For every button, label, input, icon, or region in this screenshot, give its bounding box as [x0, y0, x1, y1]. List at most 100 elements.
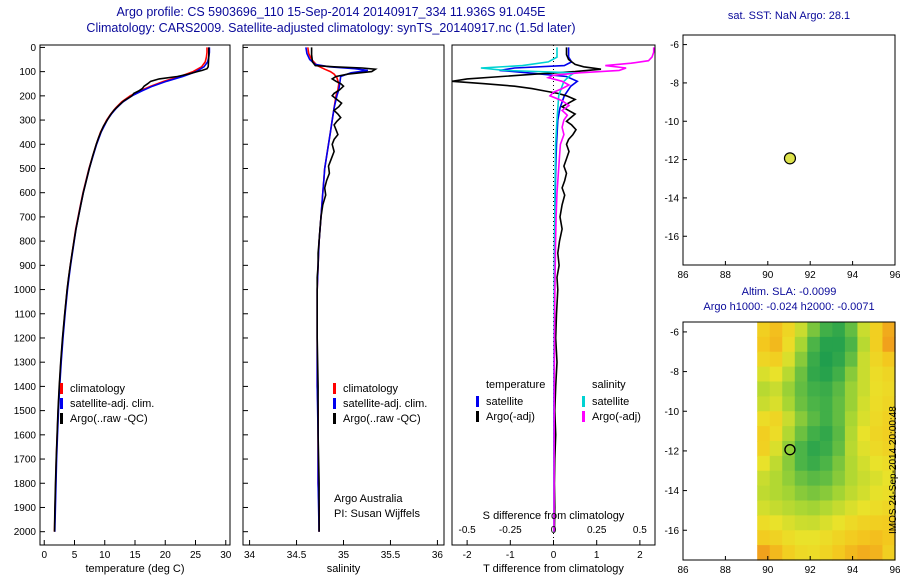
x-tick-label: -2 — [463, 550, 472, 561]
heatmap-cell — [769, 366, 783, 383]
series-S-argo-adj — [545, 47, 655, 532]
x-tick-label: 30 — [220, 550, 232, 561]
heatmap-cell — [757, 426, 771, 442]
argo-diff-line-swatch — [476, 411, 479, 422]
heatmap-cell — [782, 515, 796, 531]
lat-tick-label: -16 — [665, 232, 680, 243]
heatmap-cell — [769, 545, 783, 561]
heatmap-cell — [832, 545, 846, 561]
heatmap-cell — [807, 381, 821, 397]
heatmap-cell — [769, 381, 783, 397]
legend-label: Argo(..raw -QC) — [70, 412, 148, 425]
heatmap-cell — [844, 336, 859, 353]
heatmap-cell — [794, 336, 808, 353]
heatmap-cell — [782, 500, 796, 516]
heatmap-cell — [819, 441, 833, 457]
salinity-panel: 34 34.5 35 35.5 36 salinity — [242, 44, 445, 575]
sla-map-panel: 86 88 90 92 94 96 -6 -8 -10 -12 -14 -16 — [665, 321, 900, 576]
heatmap-cell — [844, 455, 859, 472]
heatmap-cell — [857, 322, 871, 338]
depth-tick-label: 1000 — [14, 285, 37, 296]
heatmap-cell — [819, 530, 833, 546]
heatmap-cell — [782, 336, 796, 353]
heatmap-cell — [882, 336, 896, 353]
lon-tick-label: 86 — [677, 565, 689, 576]
heatmap-cell — [794, 396, 808, 412]
heatmap-cell — [869, 411, 884, 427]
lon-tick-label: 92 — [805, 270, 817, 281]
s-tick-label: 0.25 — [587, 525, 607, 536]
legend-item: satellite — [582, 394, 641, 409]
heatmap-cell — [807, 351, 821, 368]
figure-subtitle: Climatology: CARS2009. Satellite-adjuste… — [86, 21, 576, 35]
heatmap-cell — [757, 366, 771, 383]
heatmap-cell — [782, 351, 796, 368]
legend-header: salinity — [592, 379, 626, 391]
heatmap-cell — [869, 455, 884, 472]
heatmap-cell — [857, 455, 871, 472]
legend-label: satellite — [592, 395, 630, 408]
lat-tick-label: -14 — [665, 486, 680, 497]
x-tick-label: 10 — [99, 550, 111, 561]
heatmap-cell — [794, 411, 808, 427]
heatmap-cell — [782, 470, 796, 487]
heatmap-cell — [857, 426, 871, 442]
heatmap-cell — [869, 426, 884, 442]
sst-map-panel: 86 88 90 92 94 96 -6 -8 -10 -12 -14 -16 — [665, 34, 900, 281]
depth-tick-label: 800 — [19, 237, 36, 248]
series-T-satellite — [499, 47, 579, 532]
heatmap-cell — [832, 426, 846, 442]
heatmap-cell — [819, 500, 833, 516]
heatmap-cell — [882, 426, 896, 442]
satellite-diff-line-swatch — [476, 396, 479, 407]
lat-tick-label: -6 — [670, 40, 679, 51]
heatmap-cell — [757, 455, 771, 472]
x-tick-label: 20 — [160, 550, 172, 561]
plot-box — [39, 44, 231, 546]
heatmap-cell — [869, 485, 884, 502]
lon-tick-label: 94 — [847, 270, 859, 281]
heatmap-cell — [769, 351, 783, 368]
x-tick-label: 1 — [594, 550, 600, 561]
legend-header: temperature — [486, 379, 546, 391]
heatmap-cell — [769, 336, 783, 353]
lon-tick-label: 94 — [847, 565, 859, 576]
lat-tick-label: -8 — [670, 78, 679, 89]
heatmap-cell — [882, 530, 896, 546]
heatmap-cell — [844, 322, 859, 338]
plot-box — [242, 44, 445, 546]
argo-line-swatch — [333, 413, 336, 424]
legend-label: Argo(..raw -QC) — [343, 412, 421, 425]
heatmap-cell — [782, 545, 796, 561]
heatmap-cell — [882, 470, 896, 487]
heatmap-cell — [757, 411, 771, 427]
credit-pi: PI: Susan Wijffels — [334, 508, 420, 520]
heatmap-cell — [757, 441, 771, 457]
heatmap-cell — [757, 515, 771, 531]
heatmap-cell — [819, 322, 833, 338]
heatmap-cell — [807, 500, 821, 516]
series-satellite-adj-clim — [54, 47, 211, 532]
heatmap-cell — [819, 485, 833, 502]
legend-item: Argo(..raw -QC) — [60, 411, 154, 426]
heatmap-cell — [882, 322, 896, 338]
s-tick-label: 0 — [551, 525, 557, 536]
heatmap-cell — [769, 500, 783, 516]
argo-sal-diff-line-swatch — [582, 411, 585, 422]
heatmap-cell — [844, 500, 859, 516]
heatmap-cell — [794, 322, 808, 338]
lon-tick-label: 90 — [762, 565, 774, 576]
lon-tick-label: 96 — [889, 565, 900, 576]
depth-tick-label: 1800 — [14, 479, 37, 490]
x-axis-label: T difference from climatology — [483, 563, 624, 575]
heatmap-cell — [782, 381, 796, 397]
heatmap-cell — [769, 530, 783, 546]
depth-tick-label: 1200 — [14, 333, 37, 344]
heatmap-cell — [807, 322, 821, 338]
legend-label: satellite — [486, 395, 524, 408]
difference-panel: -2 -1 0 1 2 T difference from climatology S di… — [451, 44, 656, 575]
heatmap-cell — [819, 366, 833, 383]
heatmap-cell — [782, 366, 796, 383]
heatmap-cell — [844, 396, 859, 412]
